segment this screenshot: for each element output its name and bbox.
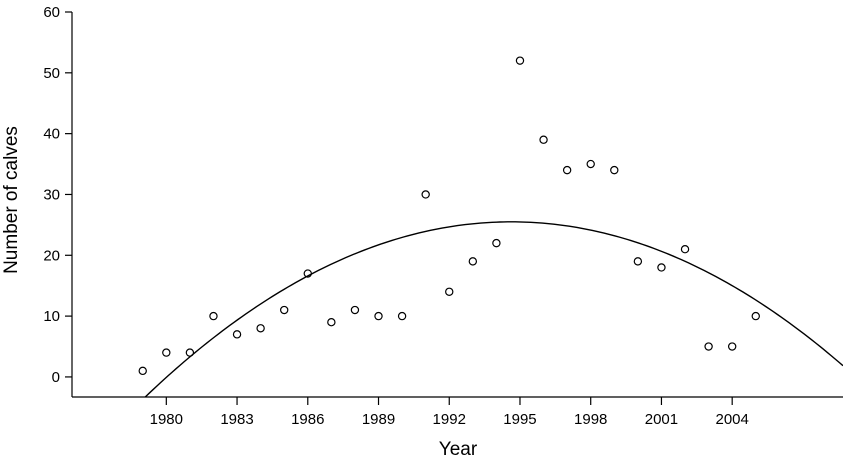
data-point [680,245,690,254]
data-point [350,305,360,315]
data-point [303,269,312,278]
x-tick-label: 2001 [645,411,678,428]
data-point [445,287,454,296]
x-tick-label: 1995 [503,411,536,428]
data-point [586,159,595,169]
y-tick-label: 40 [43,126,60,143]
y-axis-label: Number of calves [1,126,22,274]
data-point [397,311,407,321]
data-point [256,324,265,333]
data-point [232,330,242,339]
x-axis-ticks: 1980 1983 1986 1989 1992 1995 1998 2001 2004 [150,397,749,428]
data-point [727,342,737,351]
fit-curve [144,221,843,397]
y-axis-ticks: 0 10 20 30 40 50 60 [43,4,72,386]
data-point [657,263,666,272]
x-tick-label: 1980 [150,411,183,428]
x-tick-label: 1989 [362,411,395,428]
x-tick-label: 1986 [291,411,324,428]
data-point [327,317,336,327]
data-point [704,342,713,351]
x-tick-label: 1998 [574,411,607,428]
data-point [610,165,619,175]
y-tick-label: 10 [43,308,60,325]
data-point [633,257,643,266]
x-tick-label: 1992 [433,411,466,428]
data-point [209,311,218,321]
y-tick-label: 60 [43,4,60,21]
y-tick-label: 50 [43,65,60,82]
y-tick-label: 0 [52,369,60,386]
x-tick-label: 1983 [220,411,253,428]
data-point [280,305,289,315]
y-tick-label: 20 [43,247,60,264]
data-point [468,257,478,266]
data-point [138,366,147,376]
fit-curve-layer [144,221,843,397]
data-point [162,348,171,357]
data-point [515,56,525,65]
data-point [185,348,195,357]
x-tick-label: 2004 [715,411,748,428]
data-point [562,165,572,175]
data-point [751,311,760,321]
axes [71,12,843,398]
data-points [138,56,760,376]
data-point [374,311,383,321]
data-point [539,135,548,144]
data-point [492,238,501,248]
data-point [421,190,430,199]
y-tick-label: 30 [43,186,60,203]
x-axis-label: Year [439,439,478,460]
